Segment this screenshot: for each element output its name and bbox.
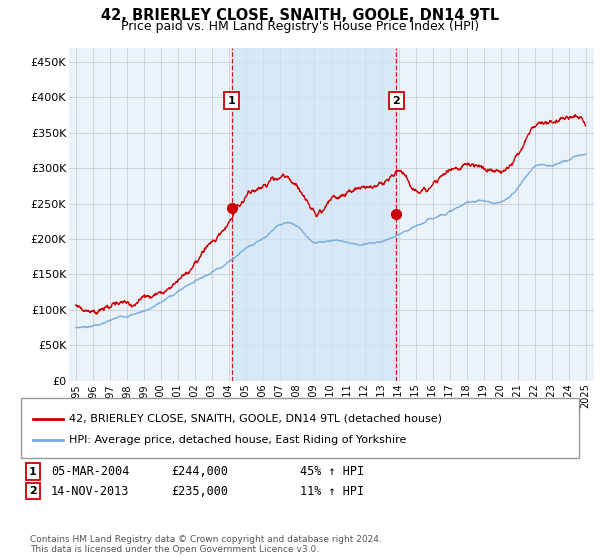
- Text: HPI: Average price, detached house, East Riding of Yorkshire: HPI: Average price, detached house, East…: [69, 435, 406, 445]
- Text: Contains HM Land Registry data © Crown copyright and database right 2024.
This d: Contains HM Land Registry data © Crown c…: [30, 535, 382, 554]
- Text: 42, BRIERLEY CLOSE, SNAITH, GOOLE, DN14 9TL (detached house): 42, BRIERLEY CLOSE, SNAITH, GOOLE, DN14 …: [69, 414, 442, 424]
- Text: Price paid vs. HM Land Registry's House Price Index (HPI): Price paid vs. HM Land Registry's House …: [121, 20, 479, 32]
- Text: 42, BRIERLEY CLOSE, SNAITH, GOOLE, DN14 9TL: 42, BRIERLEY CLOSE, SNAITH, GOOLE, DN14 …: [101, 8, 499, 24]
- Text: £244,000: £244,000: [171, 465, 228, 478]
- Text: 1: 1: [228, 96, 235, 106]
- Text: £235,000: £235,000: [171, 484, 228, 498]
- Text: 11% ↑ HPI: 11% ↑ HPI: [300, 484, 364, 498]
- Text: 45% ↑ HPI: 45% ↑ HPI: [300, 465, 364, 478]
- Text: 05-MAR-2004: 05-MAR-2004: [51, 465, 130, 478]
- Text: 14-NOV-2013: 14-NOV-2013: [51, 484, 130, 498]
- Text: 2: 2: [29, 486, 37, 496]
- Bar: [232, 48, 397, 381]
- Text: 1: 1: [29, 466, 37, 477]
- Text: 2: 2: [392, 96, 400, 106]
